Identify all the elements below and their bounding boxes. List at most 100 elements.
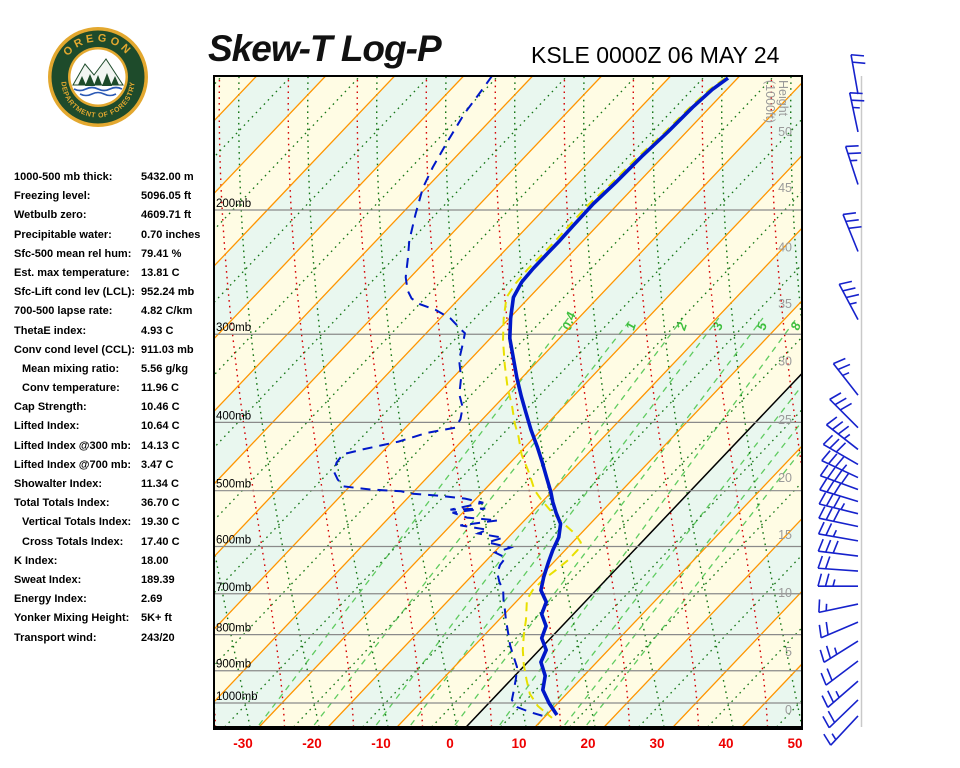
wind-barb [844, 144, 861, 185]
index-value: 0.70 inches [141, 228, 201, 241]
index-value: 10.46 C [141, 401, 180, 414]
wind-barb [817, 573, 858, 588]
isotherm [603, 517, 802, 727]
height-label: 5 [785, 645, 792, 659]
index-value: 14.13 C [141, 439, 180, 452]
index-row: Wetbulb zero: 4609.71 ft [0, 206, 212, 225]
index-value: 4.93 C [141, 324, 174, 337]
wind-barb [822, 699, 859, 729]
index-value: 4609.71 ft [141, 209, 192, 222]
moist-adiabat [840, 76, 905, 727]
index-label: Lifted Index @700 mb: [14, 458, 132, 471]
pressure-label: 1000mb [216, 691, 258, 703]
index-value: 3.47 C [141, 458, 174, 471]
index-row: Energy Index: 2.69 [0, 590, 212, 609]
temp-band [214, 76, 802, 702]
temp-tick-label: 20 [580, 736, 595, 751]
mid-isotherm [224, 118, 802, 727]
logo-forest-art [72, 58, 124, 97]
mid-isotherm [214, 76, 775, 667]
moist-adiabat [287, 76, 355, 727]
index-value: 36.70 C [141, 497, 180, 510]
height-label: 50 [778, 125, 792, 139]
height-axis-title: Height [776, 80, 790, 117]
mid-isotherm [214, 76, 568, 449]
index-value: 17.40 C [141, 535, 180, 548]
index-label: Showalter Index: [14, 478, 103, 490]
wind-barb [817, 555, 859, 572]
index-label: Energy Index: [14, 593, 87, 606]
isotherm [811, 76, 960, 727]
mixing-ratio-label: 0.4 [559, 309, 579, 332]
index-label: Conv cond level (CCL): [14, 343, 136, 356]
wind-barb [829, 392, 859, 429]
index-label: Transport wind: [14, 631, 97, 644]
wind-barb [817, 538, 859, 557]
wind-barb [819, 478, 859, 503]
isotherm [214, 76, 672, 558]
dry-adiabat [790, 76, 802, 331]
wind-barb [818, 506, 859, 528]
dry-adiabat [721, 76, 802, 727]
index-value: 11.34 C [141, 478, 179, 490]
dry-adiabat [238, 76, 320, 727]
height-label: 20 [778, 471, 792, 485]
mid-isotherm [214, 76, 361, 231]
dry-adiabat [652, 76, 734, 727]
index-row: Transport wind: 243/20 [0, 629, 212, 648]
mid-isotherm [214, 76, 706, 594]
index-row: Precipitable water: 0.70 inches [0, 226, 212, 245]
moist-adiabat [356, 76, 424, 727]
index-label: 1000-500 mb thick: [14, 171, 113, 183]
index-row: Conv temperature: 11.96 C [0, 379, 212, 398]
wind-barb [838, 280, 860, 320]
station-datetime: KSLE 0000Z 06 MAY 24 [531, 42, 780, 68]
pressure-label: 200mb [216, 198, 251, 210]
wind-barb [819, 640, 859, 663]
wind-barb [821, 450, 859, 479]
index-label: Lifted Index: [14, 420, 80, 433]
dry-adiabat [307, 76, 389, 727]
index-row: Sweat Index: 189.39 [0, 571, 212, 590]
wind-barb [822, 434, 859, 466]
moist-adiabat [632, 76, 700, 727]
index-label: Cap Strength: [14, 401, 87, 414]
wind-barb-column [817, 53, 866, 746]
moist-adiabat [425, 76, 493, 727]
index-label: Yonker Mixing Height: [14, 612, 130, 625]
mid-isotherm [214, 76, 223, 86]
index-label: Vertical Totals Index: [22, 516, 132, 529]
height-label: 25 [778, 413, 792, 427]
wind-barb [818, 599, 859, 614]
index-value: 2.69 [141, 593, 163, 606]
index-row: Cap Strength: 10.46 C [0, 398, 212, 417]
index-row: Lifted Index @700 mb: 3.47 C [0, 456, 212, 475]
mixing-ratio-label: 1 [622, 320, 639, 332]
index-label: ThetaE index: [14, 324, 87, 337]
index-label: Mean mixing ratio: [22, 362, 120, 375]
index-row: Conv cond level (CCL): 911.03 mb [0, 341, 212, 360]
temp-tick-label: -30 [233, 736, 253, 751]
temperature-trace [508, 76, 730, 716]
dewpoint-trace [332, 76, 544, 717]
height-axis-units: (1000ft) [763, 80, 777, 123]
isotherm [214, 76, 741, 631]
index-label: Conv temperature: [22, 382, 120, 395]
height-label: 35 [778, 297, 792, 311]
isotherm [214, 82, 802, 703]
moist-adiabat [494, 76, 562, 727]
pressure-label: 800mb [216, 623, 251, 635]
index-label: Sweat Index: [14, 573, 82, 586]
isotherm [258, 154, 802, 727]
index-row: K Index: 18.00 [0, 552, 212, 571]
isotherm [396, 299, 802, 727]
temp-tick-label: 10 [511, 736, 526, 751]
mid-isotherm [214, 76, 430, 304]
index-label: Sfc-Lift cond lev (LCL): [14, 286, 135, 299]
height-label: 10 [778, 586, 792, 600]
temp-band [214, 82, 802, 727]
temp-tick-label: -20 [302, 736, 322, 751]
index-row: Mean mixing ratio: 5.56 g/kg [0, 360, 212, 379]
dry-adiabat [376, 76, 458, 727]
